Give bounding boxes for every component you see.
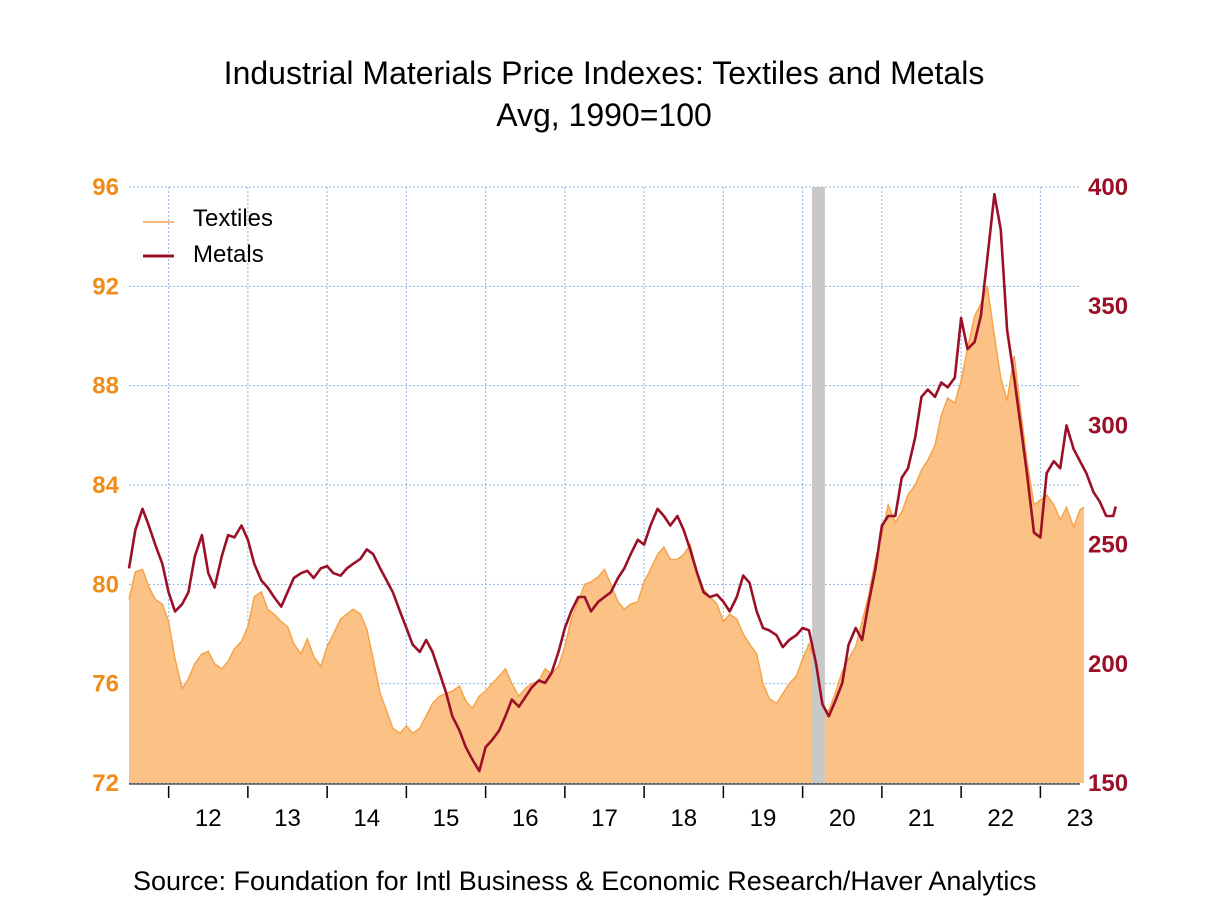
right-tick-label: 400 [1088, 174, 1128, 201]
chart-subtitle: Avg, 1990=100 [496, 97, 712, 133]
legend: Textiles Metals [143, 205, 273, 268]
textiles-area [129, 286, 1084, 783]
right-tick-label: 250 [1088, 532, 1128, 559]
right-tick-label: 200 [1088, 651, 1128, 678]
chart-title: Industrial Materials Price Indexes: Text… [223, 55, 985, 91]
metals-line [127, 192, 1117, 773]
right-axis-ticks: 150 200 250 300 350 400 [1088, 174, 1128, 797]
x-tick-label: 19 [750, 805, 777, 832]
right-tick-label: 350 [1088, 293, 1128, 320]
right-tick-label: 150 [1088, 770, 1128, 797]
left-tick-label: 72 [92, 770, 119, 797]
x-tick-label: 13 [274, 805, 301, 832]
x-tick-label: 16 [512, 805, 539, 832]
x-axis-ticks: 12 13 14 15 16 17 18 19 20 21 22 23 [195, 805, 1093, 832]
right-tick-label: 300 [1088, 412, 1128, 439]
left-tick-label: 80 [92, 571, 119, 598]
x-tick-label: 21 [908, 805, 935, 832]
recession-bar-overlay [812, 187, 825, 783]
x-tick-label: 22 [987, 805, 1014, 832]
textiles-line [128, 286, 1085, 735]
left-axis-ticks: 72 76 80 84 88 92 96 [92, 174, 119, 797]
x-tick-label: 14 [353, 805, 380, 832]
x-tick-label: 15 [433, 805, 460, 832]
x-tick-label: 17 [591, 805, 618, 832]
legend-metals-label: Metals [193, 241, 264, 268]
source-note: Source: Foundation for Intl Business & E… [133, 866, 1037, 896]
textiles-series [128, 187, 1085, 783]
axes [129, 783, 1080, 798]
left-tick-label: 88 [92, 373, 119, 400]
left-tick-label: 76 [92, 671, 119, 698]
left-tick-label: 84 [92, 472, 119, 499]
x-tick-label: 18 [670, 805, 697, 832]
left-tick-label: 96 [92, 174, 119, 201]
legend-textiles-label: Textiles [193, 205, 273, 232]
x-tick-label: 20 [829, 805, 856, 832]
left-tick-label: 92 [92, 273, 119, 300]
x-tick-label: 12 [195, 805, 222, 832]
x-tick-label: 23 [1067, 805, 1094, 832]
metals-series [127, 192, 1117, 773]
